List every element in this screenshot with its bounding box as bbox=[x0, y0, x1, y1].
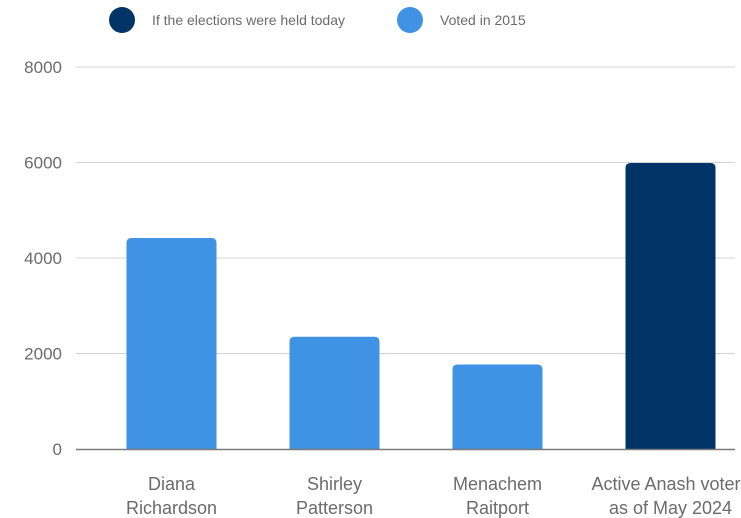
x-tick-label: Diana bbox=[148, 474, 196, 494]
x-tick-label: Raitport bbox=[466, 498, 529, 518]
x-tick-label: as of May 2024 bbox=[609, 498, 732, 518]
y-tick-label: 0 bbox=[53, 440, 62, 459]
x-tick-label: Richardson bbox=[126, 498, 217, 518]
x-tick-label: Menachem bbox=[453, 474, 542, 494]
bar bbox=[289, 336, 380, 449]
legend: If the elections were held today Voted in… bbox=[109, 7, 526, 33]
bar bbox=[126, 237, 217, 449]
x-tick-label: Patterson bbox=[296, 498, 373, 518]
x-tick-label: Active Anash voters bbox=[591, 474, 741, 494]
bar bbox=[452, 364, 543, 449]
x-tick-label: Shirley bbox=[307, 474, 362, 494]
legend-swatch bbox=[109, 7, 135, 33]
legend-swatch bbox=[397, 7, 423, 33]
legend-label: Voted in 2015 bbox=[440, 12, 526, 28]
y-tick-label: 4000 bbox=[24, 249, 62, 268]
y-tick-label: 8000 bbox=[24, 58, 62, 77]
y-axis: 0 2000 4000 6000 8000 bbox=[24, 58, 62, 459]
y-tick-label: 6000 bbox=[24, 154, 62, 173]
legend-label: If the elections were held today bbox=[152, 12, 345, 28]
y-tick-label: 2000 bbox=[24, 345, 62, 364]
bars bbox=[126, 162, 716, 450]
bar bbox=[625, 162, 716, 450]
x-axis: Diana Richardson Shirley Patterson Menachem R… bbox=[76, 448, 741, 518]
